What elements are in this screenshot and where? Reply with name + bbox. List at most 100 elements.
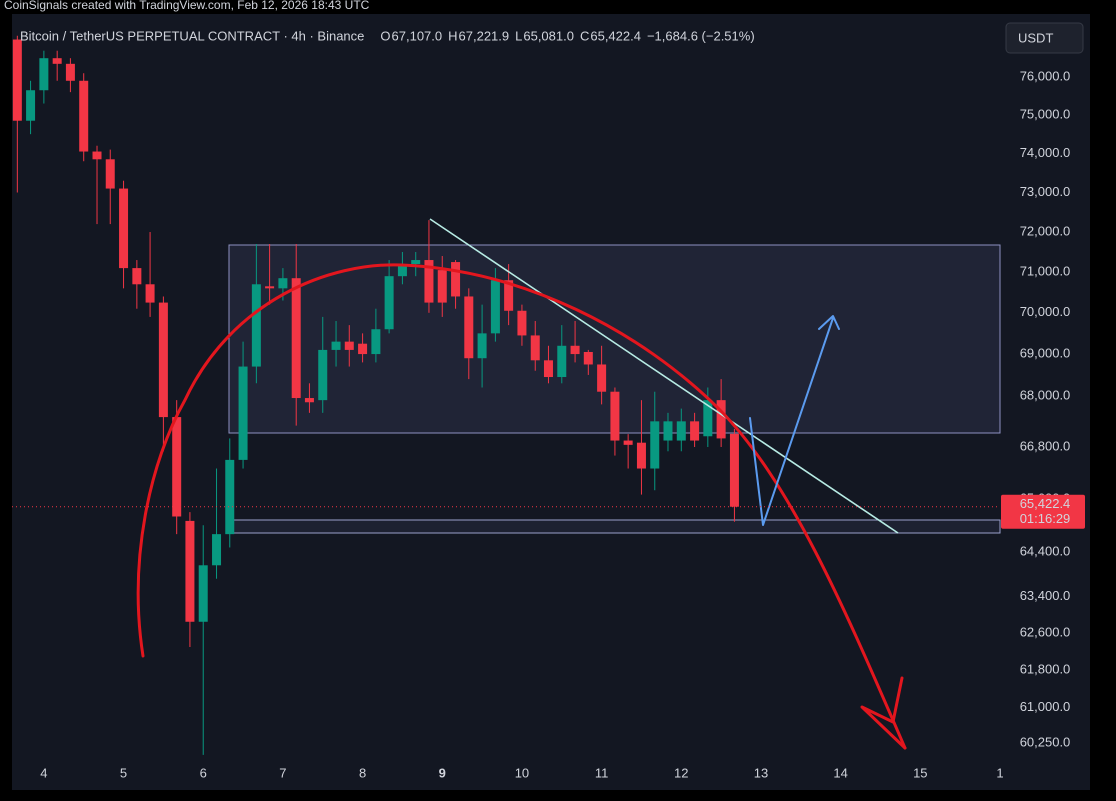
candle-body bbox=[464, 296, 474, 359]
y-tick-label: 76,000.0 bbox=[1020, 68, 1071, 83]
legend-key: H bbox=[448, 28, 457, 43]
legend-value: 65,422.4 bbox=[590, 28, 641, 43]
x-tick-label: 9 bbox=[439, 765, 446, 780]
y-tick-label: 75,000.0 bbox=[1020, 106, 1071, 121]
currency-box[interactable] bbox=[1005, 22, 1084, 54]
drawings bbox=[136, 218, 907, 750]
support-box bbox=[228, 519, 1001, 534]
y-tick-label: 64,400.0 bbox=[1020, 543, 1071, 558]
x-tick-label: 7 bbox=[279, 765, 286, 780]
candle-body bbox=[583, 351, 593, 365]
candle-body bbox=[79, 80, 89, 152]
last-price-box bbox=[1001, 494, 1085, 529]
candle-body bbox=[650, 421, 660, 469]
y-tick-label: 63,400.0 bbox=[1020, 588, 1071, 603]
candle-body bbox=[225, 459, 235, 535]
candle-body bbox=[65, 63, 75, 81]
x-tick-label: 11 bbox=[595, 765, 609, 780]
candle-body bbox=[424, 260, 434, 303]
candle-body bbox=[52, 58, 62, 64]
currency-button[interactable]: USDT bbox=[1005, 22, 1084, 54]
candle-body bbox=[119, 188, 129, 269]
candle-body bbox=[39, 58, 49, 91]
candle-body bbox=[504, 280, 514, 311]
legend-value: 67,221.9 bbox=[459, 28, 510, 43]
candle-body bbox=[411, 260, 421, 265]
countdown: 01:16:29 bbox=[1020, 511, 1071, 526]
candle-body bbox=[610, 391, 620, 441]
candle-body bbox=[185, 520, 195, 622]
candle-body bbox=[690, 421, 700, 441]
candle-body bbox=[623, 440, 633, 445]
x-tick-label: 1 bbox=[996, 765, 1003, 780]
candle-body bbox=[530, 335, 540, 361]
x-tick-label: 5 bbox=[120, 765, 127, 780]
y-tick-label: 71,000.0 bbox=[1020, 264, 1071, 279]
bounce-arrow bbox=[749, 315, 840, 526]
x-tick-label: 12 bbox=[674, 765, 688, 780]
candle-body bbox=[158, 302, 168, 418]
y-tick-label: 62,600.0 bbox=[1020, 625, 1071, 640]
y-tick-label: 73,000.0 bbox=[1020, 184, 1071, 199]
watermark: CoinSignals created with TradingView.com… bbox=[4, 0, 370, 12]
candle-body bbox=[397, 264, 407, 277]
legend-title: Bitcoin / TetherUS PERPETUAL CONTRACT · … bbox=[20, 28, 364, 43]
y-tick-label: 74,000.0 bbox=[1020, 145, 1071, 160]
candle-body bbox=[291, 278, 301, 399]
candle-body bbox=[172, 417, 182, 517]
candle-body bbox=[278, 278, 288, 289]
candle-body bbox=[490, 280, 500, 334]
candle-body bbox=[344, 341, 354, 350]
x-tick-label: 13 bbox=[754, 765, 768, 780]
y-tick-label: 60,250.0 bbox=[1020, 734, 1071, 749]
y-tick-label: 68,000.0 bbox=[1020, 387, 1071, 402]
y-tick-label: 66,800.0 bbox=[1020, 438, 1071, 453]
candle-body bbox=[26, 90, 36, 121]
candle-body bbox=[358, 343, 368, 355]
y-tick-label: 72,000.0 bbox=[1020, 223, 1071, 238]
x-tick-label: 14 bbox=[833, 765, 847, 780]
candle-body bbox=[451, 262, 461, 297]
candle-body bbox=[132, 268, 142, 285]
legend: Bitcoin / TetherUS PERPETUAL CONTRACT · … bbox=[20, 28, 755, 43]
candle-body bbox=[557, 345, 567, 378]
candle-body bbox=[145, 284, 155, 303]
candle-body bbox=[663, 421, 673, 441]
legend-key: C bbox=[580, 28, 589, 43]
candle-body bbox=[729, 433, 739, 507]
legend-value: 65,081.0 bbox=[523, 28, 574, 43]
candles bbox=[12, 35, 739, 755]
candle-body bbox=[570, 345, 580, 355]
candle-body bbox=[105, 159, 115, 189]
x-tick-label: 4 bbox=[40, 765, 47, 780]
x-tick-label: 6 bbox=[200, 765, 207, 780]
last-price: 65,422.401:16:29 bbox=[12, 494, 1085, 529]
candle-body bbox=[331, 341, 341, 350]
trend-line bbox=[429, 218, 899, 534]
candle-body bbox=[517, 310, 527, 336]
y-tick-label: 61,000.0 bbox=[1020, 699, 1071, 714]
y-tick-label: 69,000.0 bbox=[1020, 346, 1071, 361]
arrow-head bbox=[860, 676, 907, 750]
legend-key: O bbox=[380, 28, 390, 43]
x-tick-label: 8 bbox=[359, 765, 366, 780]
candle-body bbox=[198, 565, 208, 622]
y-tick-label: 61,800.0 bbox=[1020, 662, 1071, 677]
candle-body bbox=[636, 442, 646, 469]
candle-body bbox=[371, 329, 381, 355]
candle-body bbox=[265, 286, 275, 289]
candle-body bbox=[716, 400, 726, 439]
candle-body bbox=[676, 421, 686, 441]
candle-body bbox=[437, 270, 447, 303]
legend-value: 67,107.0 bbox=[392, 28, 443, 43]
candle-body bbox=[477, 333, 487, 359]
candle-body bbox=[597, 364, 607, 392]
x-tick-label: 10 bbox=[515, 765, 529, 780]
candle-body bbox=[238, 366, 248, 460]
currency-label[interactable]: USDT bbox=[1018, 30, 1053, 45]
candle-body bbox=[92, 151, 102, 160]
candle-body bbox=[703, 400, 713, 437]
candle-body bbox=[212, 534, 222, 566]
